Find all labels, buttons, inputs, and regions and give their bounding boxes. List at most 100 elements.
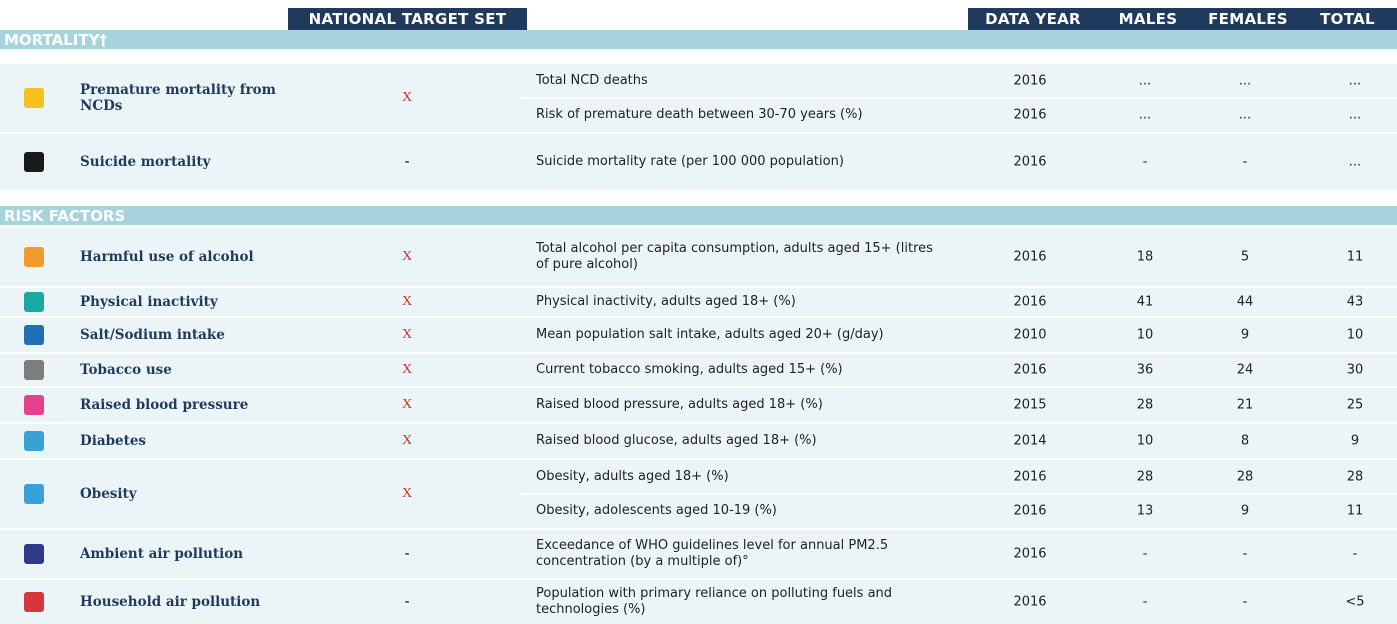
indicator-icon [24, 431, 44, 451]
total-value: 11 [1346, 503, 1364, 519]
row-background [0, 134, 1397, 190]
row-background [0, 288, 1397, 316]
males-value: 18 [1136, 249, 1154, 265]
target-mark: - [404, 546, 410, 562]
year-value: 2014 [1013, 433, 1047, 449]
year-value: 2016 [1013, 362, 1047, 378]
risk-name: Physical inactivity [80, 294, 218, 310]
risk-name: Suicide mortality [80, 154, 211, 170]
target-mark: X [401, 249, 413, 264]
females-value: - [1242, 594, 1248, 610]
year-value: 2010 [1013, 327, 1047, 343]
indicator-label: Physical inactivity, adults aged 18+ (%) [536, 294, 796, 309]
risk-name: Salt/Sodium intake [80, 327, 225, 343]
indicator-icon [24, 292, 44, 312]
total-value: <5 [1345, 594, 1365, 610]
indicator-icon [24, 360, 44, 380]
column-header: TOTAL [1298, 8, 1397, 30]
risk-name: Obesity [80, 486, 137, 502]
column-header: NATIONAL TARGET SET [288, 8, 527, 30]
indicator-icon [24, 592, 44, 612]
indicator-label: Obesity, adolescents aged 10-19 (%) [536, 503, 777, 518]
target-mark: - [404, 154, 410, 170]
target-mark: X [401, 486, 413, 501]
males-value: ... [1138, 107, 1152, 123]
year-value: 2016 [1013, 294, 1047, 310]
target-mark: X [401, 90, 413, 105]
females-value: 28 [1236, 469, 1254, 485]
total-value: ... [1348, 107, 1362, 123]
males-value: 28 [1136, 469, 1154, 485]
females-value: ... [1238, 73, 1252, 89]
total-value: ... [1348, 154, 1362, 170]
females-value: 9 [1240, 503, 1250, 519]
row-background [0, 228, 1397, 286]
indicator-icon [24, 484, 44, 504]
column-header: DATA YEAR [968, 8, 1098, 30]
males-value: 28 [1136, 397, 1154, 413]
indicator-label: Obesity, adults aged 18+ (%) [536, 469, 729, 484]
risk-name: Household air pollution [80, 594, 261, 610]
risk-name: Diabetes [80, 433, 147, 449]
section-header: RISK FACTORS [0, 206, 1397, 225]
indicator-label: Raised blood pressure, adults aged 18+ (… [536, 397, 823, 412]
total-value: 28 [1346, 469, 1364, 485]
females-value: 44 [1236, 294, 1254, 310]
indicator-icon [24, 152, 44, 172]
column-header: MALES [1098, 8, 1198, 30]
females-value: 5 [1240, 249, 1250, 265]
total-value: 30 [1346, 362, 1364, 378]
total-value: 9 [1350, 433, 1360, 449]
row-background [0, 318, 1397, 352]
total-value: 25 [1346, 397, 1364, 413]
row-background [0, 354, 1397, 386]
year-value: 2016 [1013, 73, 1047, 89]
row-separator [520, 97, 1397, 99]
column-header: FEMALES [1198, 8, 1298, 30]
risk-name: Harmful use of alcohol [80, 249, 254, 265]
year-value: 2016 [1013, 503, 1047, 519]
females-value: 24 [1236, 362, 1254, 378]
males-value: - [1142, 594, 1148, 610]
year-value: 2016 [1013, 469, 1047, 485]
risk-name: Ambient air pollution [80, 546, 244, 562]
males-value: 13 [1136, 503, 1154, 519]
indicator-label: Total alcohol per capita consumption, ad… [536, 241, 933, 272]
indicator-icon [24, 325, 44, 345]
total-value: ... [1348, 73, 1362, 89]
year-value: 2016 [1013, 546, 1047, 562]
row-separator [520, 493, 1397, 495]
indicator-label: Suicide mortality rate (per 100 000 popu… [536, 154, 844, 169]
target-mark: X [401, 362, 413, 377]
target-mark: X [401, 327, 413, 342]
total-value: - [1352, 546, 1358, 562]
row-background [0, 424, 1397, 458]
risk-name: Raised blood pressure [80, 397, 249, 413]
females-value: 21 [1236, 397, 1254, 413]
total-value: 11 [1346, 249, 1364, 265]
row-background [0, 388, 1397, 422]
indicator-icon [24, 395, 44, 415]
indicator-label: Current tobacco smoking, adults aged 15+… [536, 362, 843, 377]
males-value: 10 [1136, 433, 1154, 449]
males-value: 10 [1136, 327, 1154, 343]
total-value: 43 [1346, 294, 1364, 310]
indicator-label: Population with primary reliance on poll… [536, 586, 893, 617]
males-value: 41 [1136, 294, 1154, 310]
risk-name: Tobacco use [80, 362, 172, 378]
target-mark: - [404, 594, 410, 610]
year-value: 2015 [1013, 397, 1047, 413]
indicator-label: Exceedance of WHO guidelines level for a… [536, 538, 889, 569]
year-value: 2016 [1013, 249, 1047, 265]
males-value: - [1142, 154, 1148, 170]
indicator-label: Mean population salt intake, adults aged… [536, 327, 884, 342]
indicator-icon [24, 247, 44, 267]
males-value: ... [1138, 73, 1152, 89]
indicator-icon [24, 544, 44, 564]
row-background [0, 580, 1397, 624]
year-value: 2016 [1013, 594, 1047, 610]
females-value: - [1242, 546, 1248, 562]
females-value: 9 [1240, 327, 1250, 343]
section-header: MORTALITY† [0, 30, 1397, 49]
